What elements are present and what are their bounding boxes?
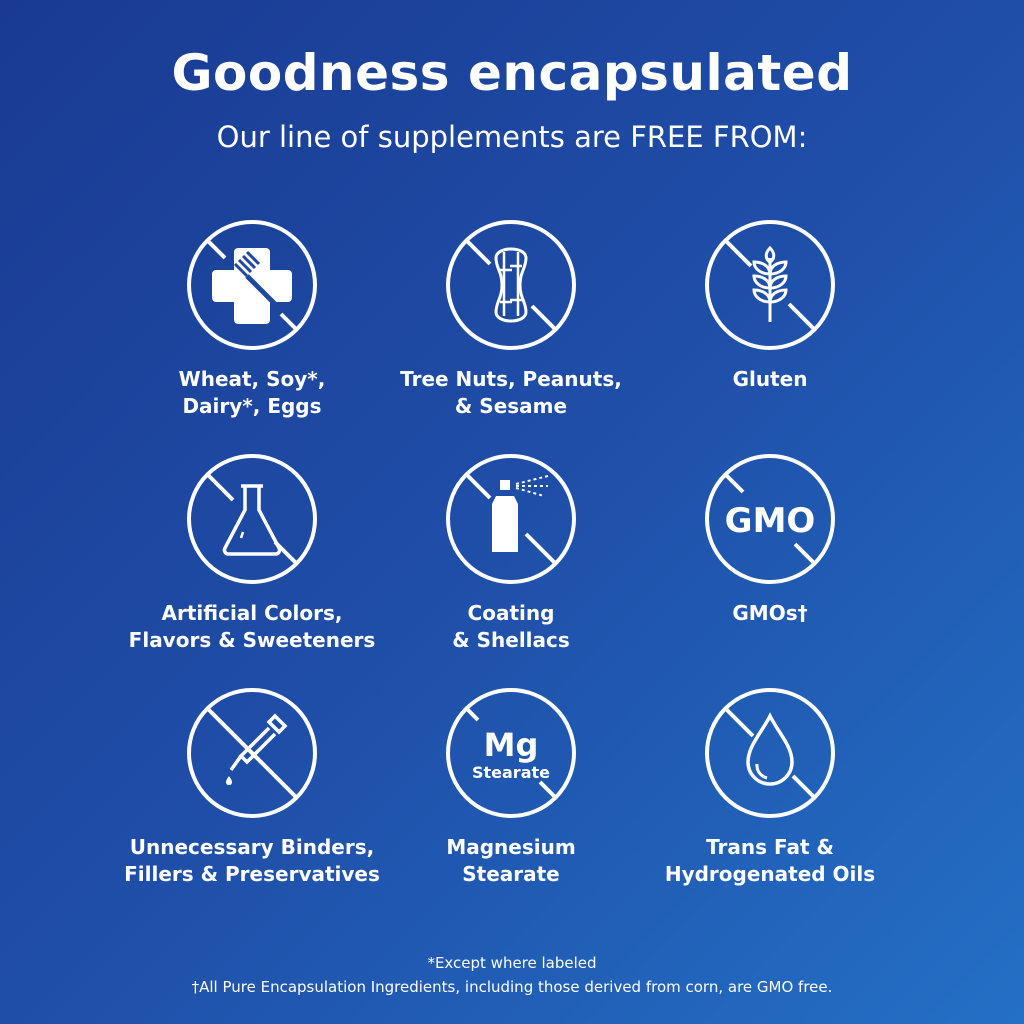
footnote-dagger: †All Pure Encapsulation Ingredients, inc…: [191, 978, 833, 996]
free-from-item-binders: Unnecessary Binders, Fillers & Preservat…: [102, 686, 402, 888]
no-mg-stearate-icon: Mg Stearate: [446, 688, 576, 818]
no-gmo-icon: GMO: [705, 454, 835, 584]
no-spray-icon: [446, 454, 576, 584]
item-label: Wheat, Soy*, Dairy*, Eggs: [178, 367, 326, 418]
item-label: GMOs†: [732, 601, 808, 625]
item-label: Trans Fat & Hydrogenated Oils: [664, 835, 876, 886]
free-from-item-mg-stearate: Mg Stearate Magnesium Stearate: [361, 686, 661, 888]
stearate-icon-text: Stearate: [472, 763, 550, 782]
free-from-item-gluten: Gluten: [620, 218, 920, 393]
page-subtitle: Our line of supplements are FREE FROM:: [216, 120, 808, 154]
free-from-item-nuts: Tree Nuts, Peanuts, & Sesame: [361, 218, 661, 420]
item-label: Gluten: [732, 367, 808, 391]
free-from-item-allergens: Wheat, Soy*, Dairy*, Eggs: [102, 218, 402, 420]
item-label: Artificial Colors, Flavors & Sweeteners: [128, 601, 376, 652]
no-flask-icon: [187, 454, 317, 584]
no-peanut-icon: [446, 220, 576, 350]
free-from-item-gmo: GMO GMOs†: [620, 452, 920, 627]
item-label: Coating & Shellacs: [452, 601, 570, 652]
no-oil-drop-icon: [705, 688, 835, 818]
gmo-icon-text: GMO: [725, 501, 816, 541]
free-from-item-coating: Coating & Shellacs: [361, 452, 661, 654]
item-label: Tree Nuts, Peanuts, & Sesame: [400, 367, 622, 418]
no-dropper-icon: [187, 688, 317, 818]
no-allergens-icon: [187, 220, 317, 350]
item-label: Magnesium Stearate: [446, 835, 576, 886]
item-label: Unnecessary Binders, Fillers & Preservat…: [124, 835, 380, 886]
page-title: Goodness encapsulated: [171, 44, 853, 102]
free-from-item-artificial: Artificial Colors, Flavors & Sweeteners: [102, 452, 402, 654]
mg-icon-text: Mg: [484, 726, 539, 764]
no-wheat-icon: [705, 220, 835, 350]
footnote-asterisk: *Except where labeled: [427, 954, 597, 972]
free-from-item-trans-fat: Trans Fat & Hydrogenated Oils: [620, 686, 920, 888]
